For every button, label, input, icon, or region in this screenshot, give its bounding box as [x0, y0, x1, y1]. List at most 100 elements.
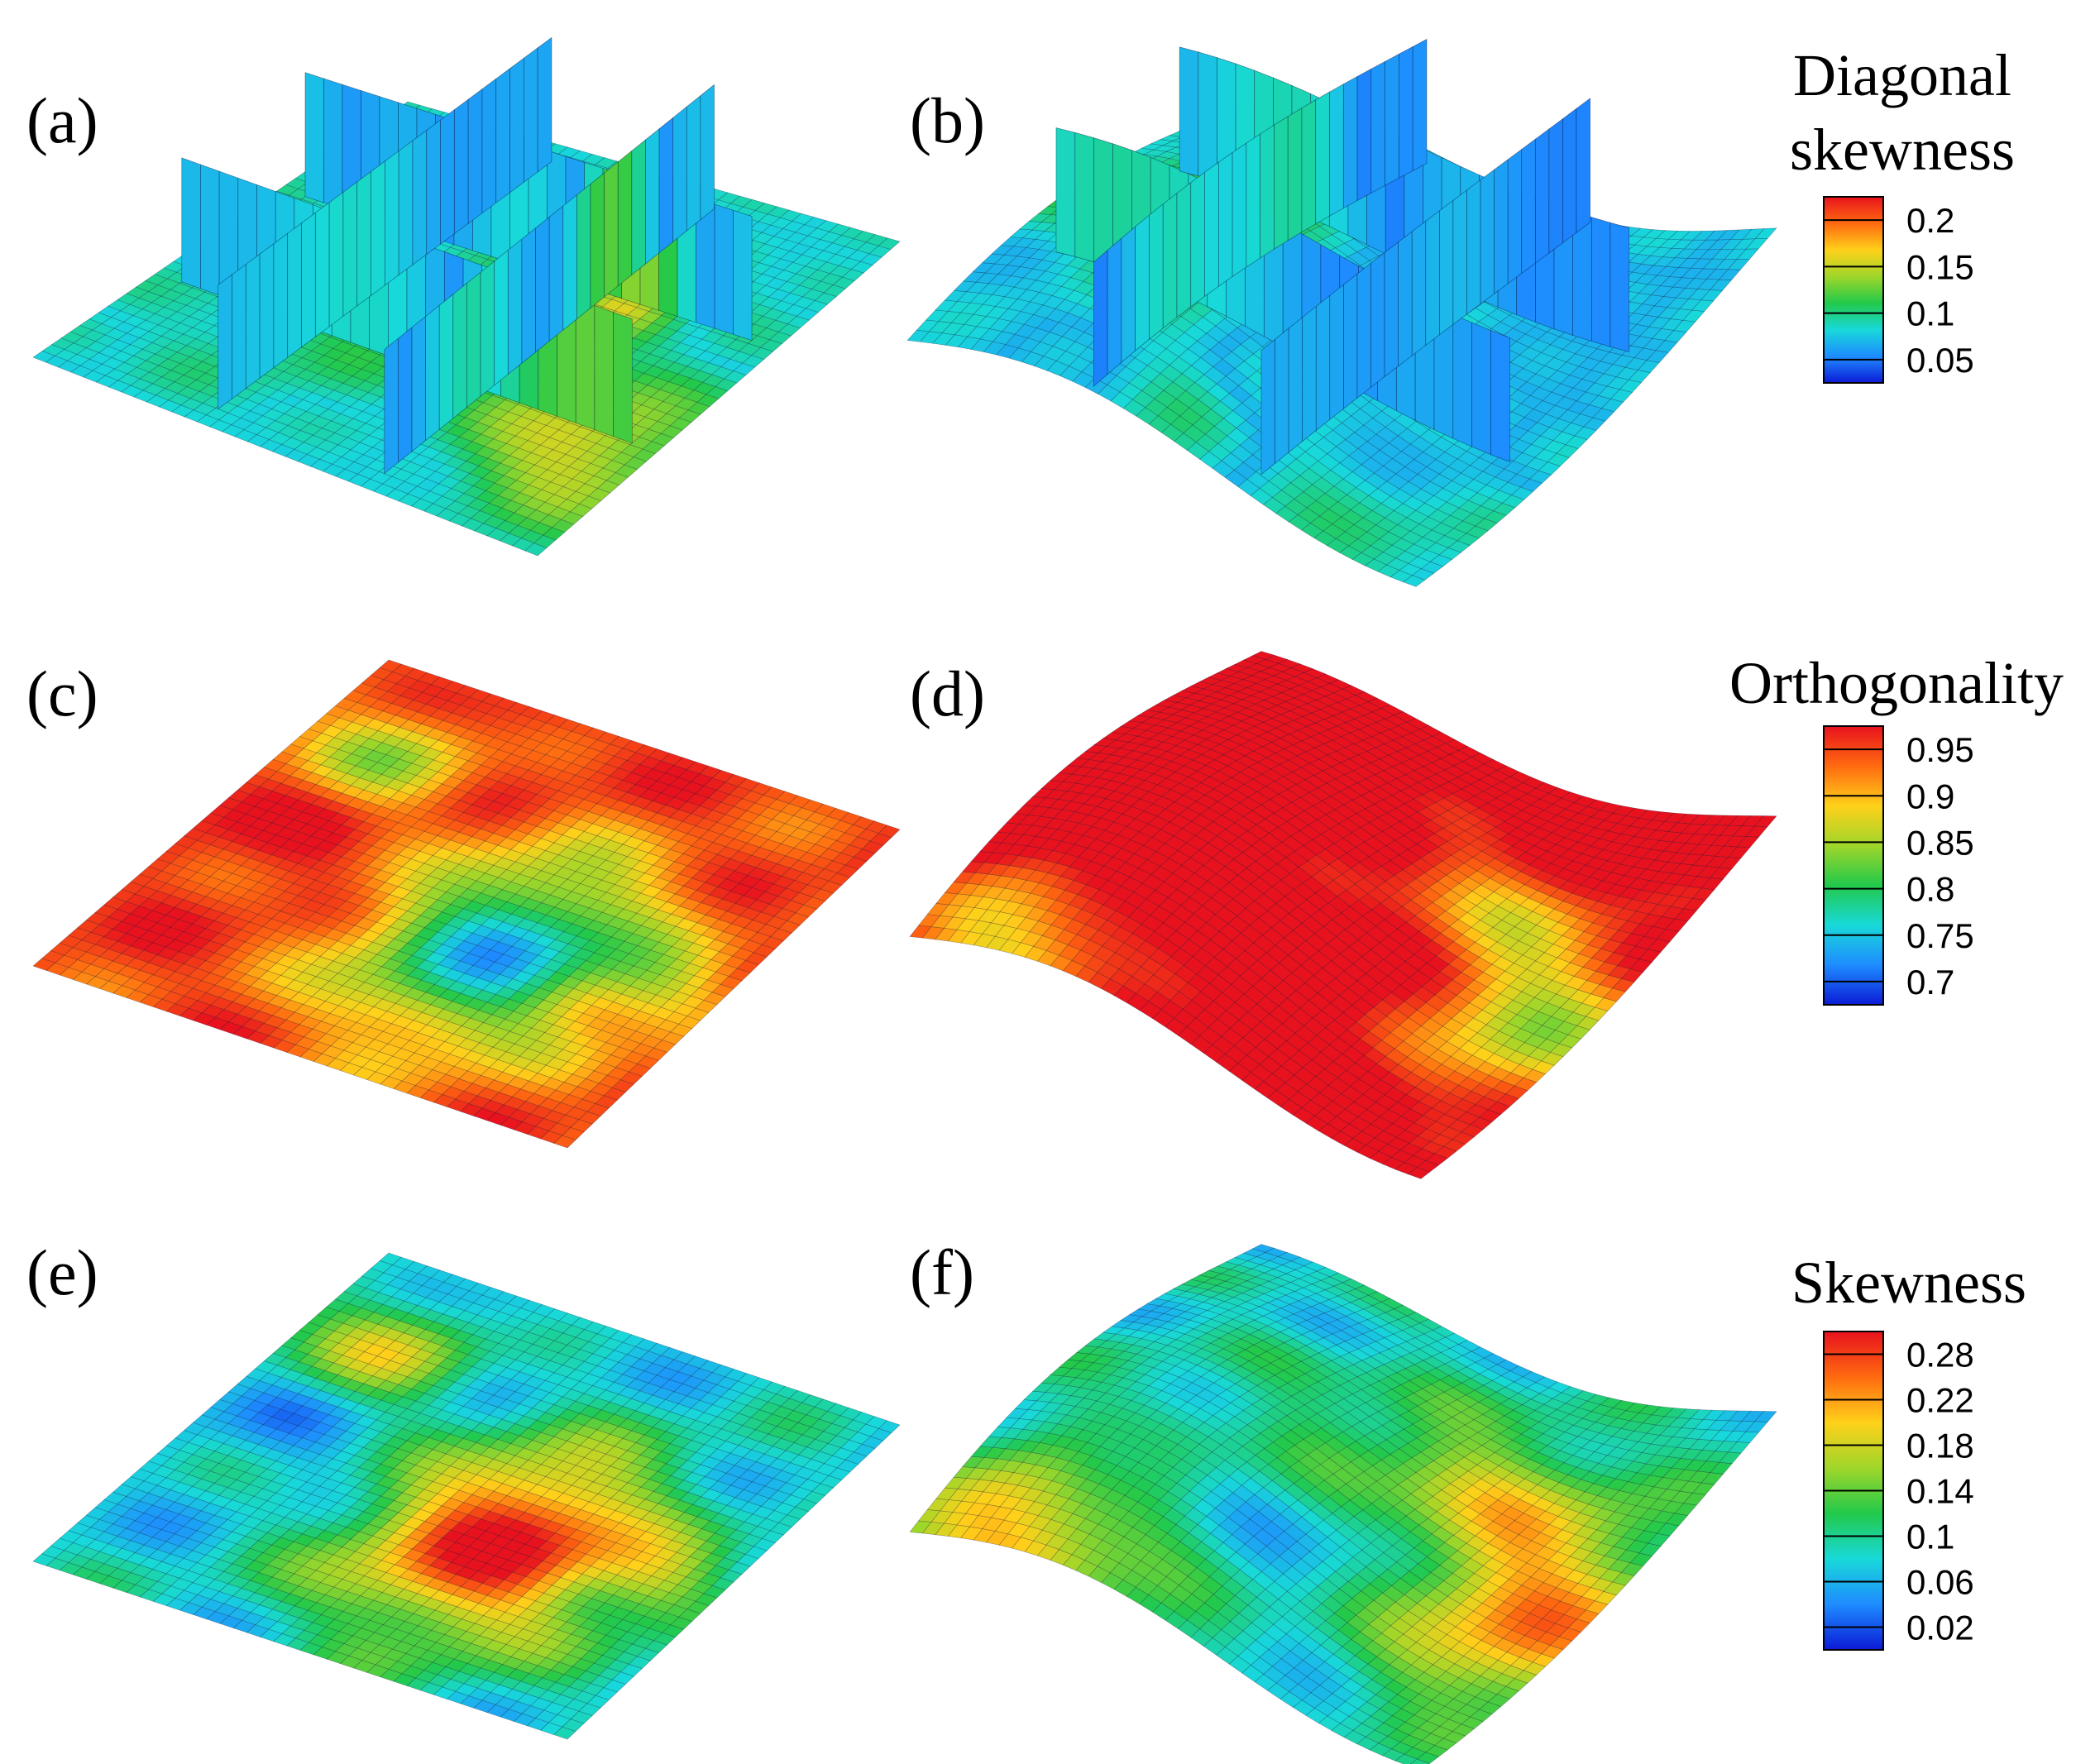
mesh-wall-cell [1521, 138, 1536, 275]
mesh-surface-c [32, 659, 901, 1149]
mesh-wall-cell [1370, 251, 1385, 388]
mesh-wall-cell [613, 312, 633, 444]
mesh-wall-cell [426, 119, 441, 256]
mesh-wall-cell [1260, 124, 1275, 259]
panel-c: (c) [26, 657, 901, 1149]
mesh-wall-cell [523, 47, 538, 184]
mesh-wall-cell [1179, 46, 1199, 177]
mesh-wall-cell [1356, 68, 1372, 202]
mesh-wall-cell [1302, 305, 1317, 442]
mesh-wall-cell [304, 72, 324, 203]
mesh-wall-cell [535, 216, 550, 353]
mesh-wall-cell [1246, 133, 1260, 268]
mesh-wall-cell [1121, 226, 1136, 363]
mesh-wall-cell [1274, 116, 1289, 250]
mesh-wall-cell [1190, 171, 1205, 308]
mesh-wall-cell [714, 203, 734, 335]
mesh-wall-cell [1275, 327, 1289, 465]
mesh-wall-cell [1452, 313, 1473, 447]
mesh-wall-cell [1135, 214, 1150, 351]
mesh-wall-cell [1507, 148, 1523, 284]
mesh-wall-cell [1494, 159, 1509, 294]
mesh-wall-cell [1590, 217, 1611, 347]
mesh-wall-cell [384, 337, 399, 475]
mesh-wall-cell [1288, 316, 1303, 453]
mesh-wall-cell [1176, 182, 1192, 318]
mesh-wall-cell [384, 150, 399, 286]
mesh-wall-cell [733, 209, 753, 342]
mesh-wall-cell [537, 36, 552, 173]
mesh-wall-cell [1093, 249, 1108, 387]
mesh-wall-cell [314, 202, 330, 338]
mesh-wall-cell [1055, 127, 1076, 257]
mesh-wall-cell [575, 298, 595, 431]
mesh-wall-cell [273, 232, 289, 369]
mesh-wall-cell [1232, 142, 1247, 278]
mesh-wall-cell [1287, 108, 1303, 241]
mesh-wall-cell [1162, 192, 1178, 329]
mesh-wall-cell [425, 304, 440, 442]
mesh-wall-cell [1385, 53, 1399, 186]
mesh-wall-cell [594, 305, 614, 437]
mesh-surface-a [32, 36, 901, 557]
mesh-wall-cell [1074, 131, 1095, 263]
mesh-wall-cell [1576, 98, 1590, 233]
mesh-wall-cell [181, 157, 201, 289]
mesh-wall-cell [1610, 222, 1629, 353]
mesh-wall-cell [1301, 99, 1317, 233]
mesh-wall-cell [453, 98, 469, 235]
mesh-wall-cell [1315, 294, 1331, 432]
mesh-wall-cell [1425, 210, 1440, 347]
mesh-wall-cell [398, 327, 413, 463]
mesh-wall-cell [507, 238, 523, 375]
mesh-wall-cell [356, 170, 371, 307]
mesh-wall-cell [452, 282, 467, 419]
mesh-wall-cell [1329, 284, 1344, 421]
mesh-wall-cell [1315, 91, 1330, 225]
mesh-wall-cell [548, 205, 564, 342]
mesh-wall-cell [1534, 128, 1550, 264]
mesh-wall-cell [700, 84, 715, 221]
mesh-wall-cell [1490, 330, 1510, 462]
mesh-wall-cell [1384, 241, 1399, 378]
mesh-wall-cell [1466, 179, 1481, 315]
mesh-wall-cell [232, 263, 246, 399]
mesh-wall-cell [1198, 51, 1217, 183]
mesh-wall-cell [1217, 151, 1233, 287]
mesh-wall-cell [1329, 84, 1344, 217]
mesh-wall-cell [466, 271, 481, 409]
mesh-wall-cell [521, 227, 536, 364]
mesh-wall-cell [245, 253, 261, 390]
mesh-wall-cell [438, 294, 454, 430]
mesh-wall-cell [1439, 199, 1454, 336]
mesh-wall-cell [686, 94, 701, 232]
mesh-surface-b [906, 38, 1777, 587]
mesh-wall-cell [412, 129, 428, 265]
mesh-wall-cell [1412, 38, 1428, 171]
mesh-wall-cell [1562, 108, 1577, 244]
mesh-wall-cell [617, 150, 633, 287]
panel-a: (a) [26, 36, 901, 557]
mesh-wall-cell [1452, 189, 1467, 326]
mesh-wall-cell [1398, 231, 1413, 367]
mesh-wall-cell [1149, 203, 1164, 341]
mesh-wall-cell [480, 261, 495, 397]
mesh-wall-cell [1343, 273, 1358, 409]
mesh-wall-cell [1204, 161, 1219, 298]
mesh-wall-cell [1548, 117, 1563, 254]
mesh-wall-cell [672, 106, 687, 243]
mesh-wall-cell [398, 140, 414, 276]
mesh-wall-cell [259, 243, 275, 379]
mesh-wall-cell [323, 78, 343, 209]
mesh-wall-cell [604, 161, 619, 298]
mesh-wall-cell [494, 249, 509, 386]
mesh-wall-cell [440, 108, 455, 245]
mesh-wall-cell [287, 222, 302, 358]
mesh-wall-cell [481, 78, 497, 214]
mesh-wall-cell [328, 191, 344, 327]
mesh-wall-cell [495, 68, 510, 203]
mesh-wall-cell [645, 127, 660, 265]
mesh-wall-cell [1370, 60, 1385, 194]
mesh-wall-cell [1342, 75, 1358, 209]
mesh-wall-cell [1356, 262, 1371, 399]
